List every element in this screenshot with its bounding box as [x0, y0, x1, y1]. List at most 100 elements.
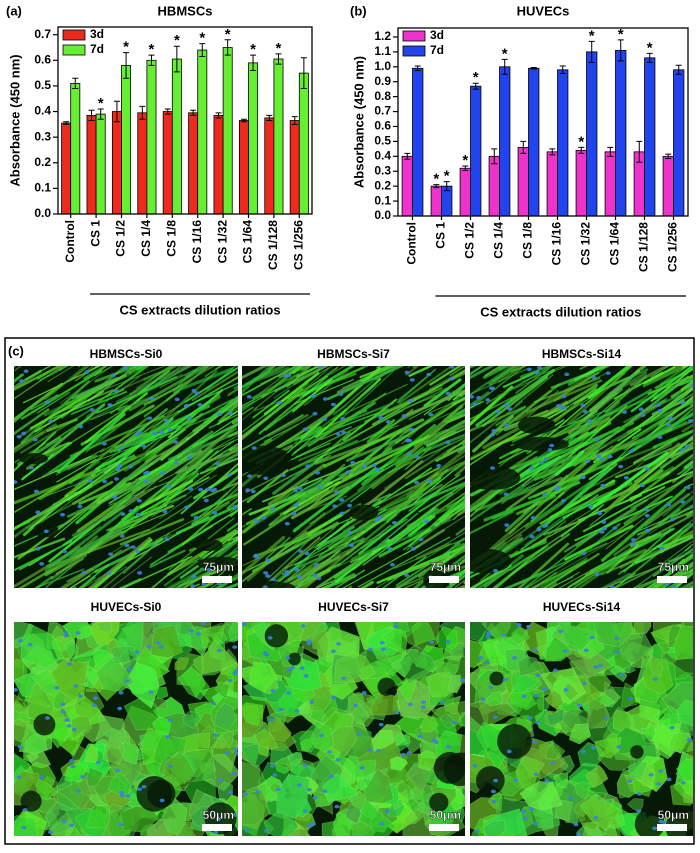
nucleus	[339, 498, 344, 502]
nucleus	[394, 710, 399, 714]
nucleus	[62, 550, 67, 554]
nucleus	[561, 499, 566, 503]
gap	[265, 624, 288, 647]
bar	[431, 186, 441, 216]
nucleus	[590, 636, 595, 640]
nucleus	[184, 506, 189, 510]
panel-label: (c)	[8, 343, 24, 358]
nucleus	[388, 547, 393, 551]
nucleus	[583, 410, 588, 414]
cell-fiber	[393, 334, 429, 367]
bar	[214, 115, 223, 214]
nucleus	[17, 775, 22, 779]
nucleus	[28, 643, 33, 647]
nucleus	[18, 745, 23, 749]
nucleus	[281, 473, 286, 477]
nucleus	[278, 708, 283, 712]
bar	[71, 83, 80, 214]
nucleus	[211, 701, 216, 705]
nucleus	[637, 792, 642, 796]
y-tick-label: 1.2	[374, 29, 391, 43]
nucleus	[84, 370, 89, 374]
cell-fiber	[233, 350, 267, 368]
cell-fiber	[198, 342, 257, 364]
gap	[497, 724, 532, 759]
x-tick-label: CS 1/16	[550, 222, 564, 266]
nucleus	[680, 500, 685, 504]
bar	[274, 59, 283, 214]
nucleus	[426, 373, 431, 377]
nucleus	[61, 710, 66, 714]
nucleus	[17, 435, 22, 439]
cell-fiber	[695, 544, 700, 587]
nucleus	[276, 788, 281, 792]
nucleus	[338, 392, 343, 396]
nucleus	[217, 413, 222, 417]
cell-fiber	[241, 586, 280, 614]
nucleus	[162, 510, 167, 514]
nucleus	[160, 471, 165, 475]
nucleus	[168, 719, 173, 723]
y-tick-label: 0.2	[34, 155, 51, 169]
nucleus	[628, 697, 633, 701]
nucleus	[227, 473, 232, 477]
nucleus	[40, 776, 45, 780]
nucleus	[71, 765, 76, 769]
y-tick-label: 0.9	[374, 74, 391, 88]
nucleus	[272, 773, 277, 777]
nucleus	[263, 585, 268, 589]
nucleus	[298, 486, 303, 490]
nucleus	[528, 716, 533, 720]
nucleus	[523, 817, 528, 821]
nucleus	[576, 833, 581, 837]
nucleus	[159, 430, 164, 434]
nucleus	[594, 438, 599, 442]
image-title: HBMSCs-Si0	[90, 347, 163, 361]
nucleus	[527, 368, 532, 372]
bar	[112, 112, 121, 214]
nucleus	[563, 688, 568, 692]
x-tick-label: CS 1/2	[463, 222, 477, 259]
bar	[189, 113, 198, 214]
x-tick-label: CS 1/256	[666, 222, 680, 272]
nucleus	[644, 508, 649, 512]
cell-fiber	[202, 338, 249, 360]
legend-label: 7d	[430, 43, 444, 57]
nucleus	[670, 726, 675, 730]
nucleus	[427, 480, 432, 484]
nucleus	[653, 677, 658, 681]
bar	[413, 68, 423, 216]
nucleus	[542, 688, 547, 692]
significance-marker: *	[462, 152, 468, 169]
bar	[62, 123, 71, 214]
nucleus	[12, 480, 17, 484]
y-tick-label: 0.0	[34, 206, 51, 220]
y-tick-label: 0.7	[374, 104, 391, 118]
nucleus	[346, 470, 351, 474]
image-title: HBMSCs-Si14	[542, 347, 622, 361]
nucleus	[602, 527, 607, 531]
nucleus	[108, 552, 113, 556]
nucleus	[23, 808, 28, 812]
nucleus	[312, 573, 317, 577]
nucleus	[407, 751, 412, 755]
nucleus	[254, 520, 259, 524]
nucleus	[297, 575, 302, 579]
nucleus	[452, 721, 457, 725]
nucleus	[36, 547, 41, 551]
nucleus	[113, 389, 118, 393]
nucleus	[645, 514, 650, 518]
bar	[587, 52, 597, 216]
nucleus	[503, 678, 508, 682]
nucleus	[168, 764, 173, 768]
nucleus	[486, 635, 491, 639]
nucleus	[414, 481, 419, 485]
nucleus	[581, 750, 586, 754]
nucleus	[656, 403, 661, 407]
nucleus	[490, 433, 495, 437]
nucleus	[232, 505, 237, 509]
nucleus	[144, 480, 149, 484]
nucleus	[475, 829, 480, 833]
nucleus	[160, 799, 165, 803]
nucleus	[504, 523, 509, 527]
